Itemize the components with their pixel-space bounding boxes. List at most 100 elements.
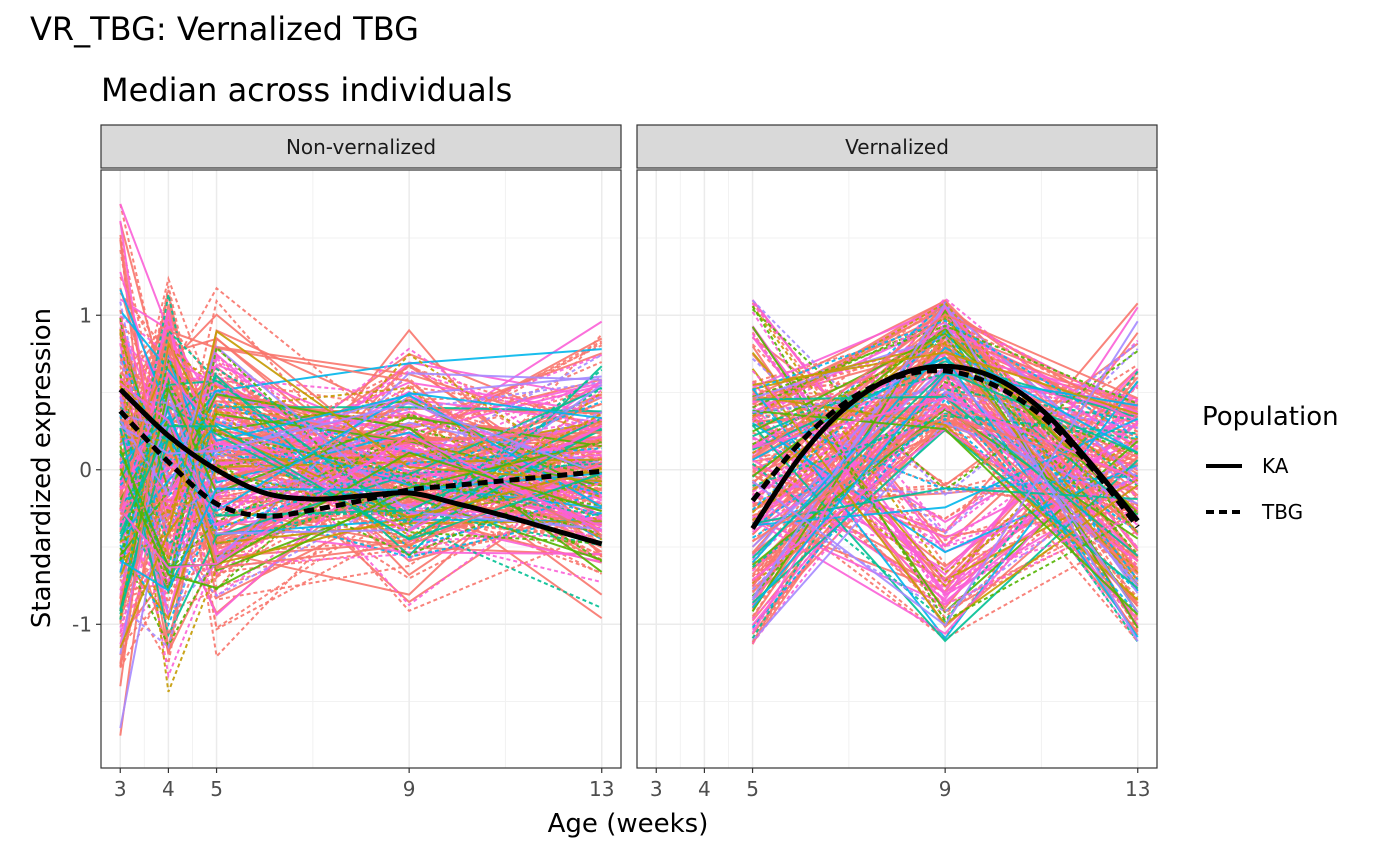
gene-line (119, 420, 602, 545)
median-line-ka (118, 387, 603, 547)
facet-vernalized: Vernalized 3 4 5 9 13 (636, 124, 1158, 801)
gene-line (119, 441, 602, 579)
chart-title: VR_TBG: Vernalized TBG (30, 10, 419, 48)
gene-line (119, 481, 602, 648)
gene-line (751, 312, 1139, 605)
x-tick-label: 4 (698, 777, 711, 801)
gene-line (119, 357, 602, 529)
median-lines-vernalized (750, 363, 1140, 530)
gene-line (752, 342, 1139, 535)
gene-line (752, 499, 1138, 548)
gene-line (752, 324, 1139, 405)
strip-label-vernalized: Vernalized (845, 135, 949, 159)
gene-line (752, 409, 1139, 616)
y-tick-label: 0 (79, 458, 92, 482)
legend-label-tbg: TBG (1261, 500, 1303, 524)
x-tick-label: 5 (746, 777, 759, 801)
median-line-tbg (118, 409, 602, 519)
x-tick-label: 9 (939, 777, 952, 801)
gene-line (752, 388, 1139, 583)
gene-line (120, 402, 603, 475)
gene-line (751, 413, 1138, 609)
y-axis-title: Standardized expression (27, 308, 57, 628)
gene-line (751, 311, 1139, 606)
gene-line (752, 409, 1138, 491)
gene-line (752, 351, 1139, 416)
gene-line (119, 320, 603, 645)
gene-line (119, 472, 602, 592)
gene-line (119, 437, 602, 543)
gene-line (751, 329, 1139, 581)
gene-line (119, 367, 602, 572)
legend-label-ka: KA (1262, 454, 1289, 478)
gene-line (119, 345, 602, 593)
legend-title: Population (1202, 402, 1339, 432)
gene-line (119, 435, 602, 530)
gene-line (119, 393, 603, 573)
gene-line (752, 313, 1139, 459)
gene-line (752, 410, 1138, 525)
x-axis-non-vernalized: 3 4 5 9 13 (114, 768, 614, 801)
gene-line (119, 374, 602, 591)
gene-line (751, 418, 1139, 619)
gene-line (752, 417, 1139, 592)
gene-line (752, 326, 1139, 448)
gene-line (751, 314, 1139, 582)
gene-line (119, 340, 602, 620)
median-lines-non-vernalized (118, 387, 603, 547)
gene-line (119, 386, 603, 638)
gene-line (119, 417, 602, 511)
gene-line (119, 329, 603, 569)
gene-line (119, 342, 603, 579)
facet-non-vernalized: Non-vernalized 3 4 5 9 13 (100, 124, 622, 801)
chart-subtitle: Median across individuals (101, 71, 512, 109)
gene-line (751, 327, 1139, 584)
gene-line (751, 380, 1139, 597)
gene-line (119, 395, 603, 579)
x-tick-label: 3 (650, 777, 663, 801)
gene-line (752, 319, 1139, 439)
x-tick-label: 5 (210, 777, 223, 801)
gene-line (752, 396, 1139, 481)
gene-line (751, 305, 1139, 634)
x-tick-label: 13 (589, 777, 614, 801)
gene-line (119, 388, 603, 544)
gene-line (751, 382, 1138, 572)
gene-line (751, 302, 1139, 566)
gene-line (119, 394, 603, 615)
gene-line (752, 320, 1139, 627)
gene-line (751, 403, 1139, 576)
gene-line (751, 397, 1139, 629)
gene-line (751, 380, 1139, 641)
gene-line (120, 354, 603, 464)
gene-line (119, 417, 603, 612)
gene-line (119, 366, 602, 668)
gene-line (119, 347, 603, 541)
gene-line (752, 301, 1139, 534)
y-tick-label: -1 (72, 612, 92, 636)
gene-line (751, 341, 1139, 522)
gene-line (752, 479, 1139, 546)
gene-line (751, 305, 1139, 623)
gene-line (751, 381, 1139, 587)
gene-line (119, 433, 603, 569)
gene-line (119, 329, 603, 687)
x-axis-title: Age (weeks) (548, 809, 709, 839)
legend: Population KA TBG (1202, 402, 1339, 524)
gene-line (752, 414, 1138, 487)
gene-line (752, 360, 1138, 451)
gene-line (119, 365, 602, 584)
strip-label-non-vernalized: Non-vernalized (286, 135, 436, 159)
panel-border-non-vernalized (100, 169, 622, 769)
gene-lines-vernalized (751, 297, 1139, 645)
gene-line (751, 412, 1138, 568)
gene-line (119, 400, 603, 579)
gene-line (119, 402, 603, 476)
gene-line (752, 395, 1139, 557)
gene-line (119, 286, 603, 544)
y-tick-label: 1 (79, 303, 92, 327)
gene-line (119, 361, 602, 479)
x-tick-label: 4 (162, 777, 175, 801)
strip-non-vernalized (100, 124, 622, 169)
